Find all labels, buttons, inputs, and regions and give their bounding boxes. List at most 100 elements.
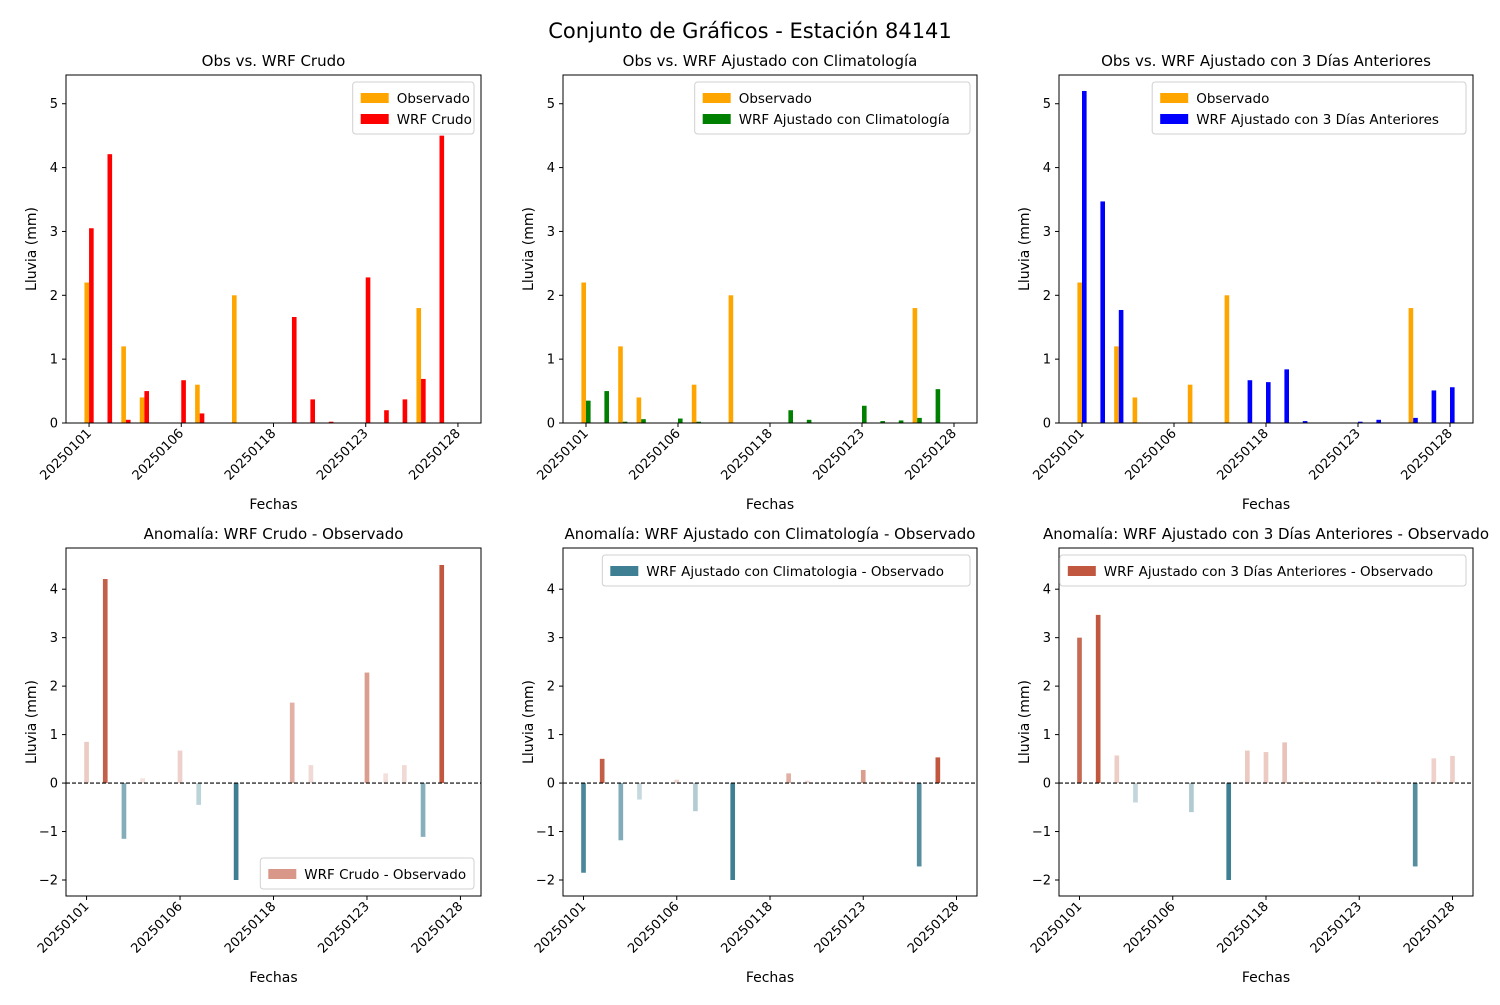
anomaly-bar	[693, 783, 698, 812]
bar-wrf	[1266, 382, 1271, 423]
legend-label: Observado	[397, 91, 470, 107]
y-tick-label: 3	[50, 631, 58, 646]
panel-3: Obs vs. WRF Ajustado con 3 Días Anterior…	[1017, 52, 1474, 513]
bar-wrf	[365, 277, 371, 423]
x-tick-label: 20250128	[406, 426, 463, 483]
x-tick-label: 20250101	[37, 426, 94, 483]
panel-title: Obs vs. WRF Ajustado con 3 Días Anterior…	[1101, 52, 1431, 70]
y-axis-label: Lluvia (mm)	[521, 680, 537, 764]
anomaly-bar	[383, 773, 388, 784]
bar-observado	[581, 282, 586, 423]
anomaly-bar	[1450, 755, 1455, 784]
y-tick-label: 1	[547, 728, 555, 743]
legend-swatch	[702, 93, 731, 103]
legend-swatch	[360, 93, 389, 103]
y-tick-label: 0	[1043, 417, 1051, 432]
x-tick-label: 20250106	[1122, 426, 1179, 483]
anomaly-bar	[1282, 742, 1287, 784]
bar-observado	[636, 397, 642, 423]
anomaly-bar	[804, 780, 810, 784]
y-tick-label: 5	[50, 97, 58, 112]
x-tick-label: 20250106	[1121, 899, 1178, 956]
anomaly-bar	[637, 783, 642, 800]
bar-observado	[618, 346, 623, 423]
bar-observado	[1077, 282, 1082, 423]
bar-observado	[1224, 295, 1230, 423]
anomaly-bar	[674, 779, 680, 784]
x-tick-label: 20250123	[315, 899, 372, 956]
legend-box	[601, 554, 971, 587]
bar-wrf	[1431, 390, 1437, 423]
plot-frame	[562, 547, 978, 897]
anomaly-bar	[1077, 637, 1082, 784]
x-tick-label: 20250128	[1401, 899, 1458, 956]
x-tick-label: 20250128	[1398, 426, 1455, 483]
legend-label: WRF Ajustado con 3 Días Anteriores - Obs…	[1104, 564, 1433, 580]
bar-wrf	[328, 421, 334, 423]
panel-title: Obs vs. WRF Crudo	[202, 52, 346, 70]
anomaly-bar	[84, 741, 89, 784]
legend: Observado WRF Ajustado con Climatología	[694, 81, 971, 135]
anomaly-bar	[121, 783, 127, 839]
x-tick-label: 20250106	[625, 899, 682, 956]
x-tick-label: 20250101	[532, 899, 589, 956]
bar-observado	[84, 282, 90, 423]
x-tick-label: 20250106	[626, 426, 683, 483]
y-tick-label: 2	[50, 289, 58, 304]
legend-box	[259, 857, 475, 890]
legend-swatch	[1160, 93, 1189, 103]
plot-frame	[65, 547, 482, 897]
y-tick-label: 3	[1043, 631, 1051, 646]
panel-title: Anomalía: WRF Crudo - Observado	[144, 525, 404, 543]
y-tick-label: −2	[1032, 874, 1051, 889]
y-tick-label: 0	[1043, 777, 1051, 792]
anomaly-bar	[1189, 783, 1194, 813]
anomaly-bar	[1226, 783, 1232, 881]
y-axis-label: Lluvia (mm)	[521, 207, 537, 291]
x-tick-label: 20250106	[130, 426, 187, 483]
anomaly-bar	[786, 773, 791, 784]
legend-swatch	[610, 566, 639, 576]
anomaly-bar	[308, 765, 314, 784]
anomaly-bar	[102, 579, 108, 784]
x-tick-label: 20250128	[409, 899, 466, 956]
anomaly-bar	[327, 782, 332, 784]
x-axis-label: Fechas	[746, 970, 794, 986]
plot-frame	[1058, 547, 1474, 897]
legend: Observado WRF Crudo	[352, 81, 475, 135]
x-tick-label: 20250123	[1308, 899, 1365, 956]
panel-2: Obs vs. WRF Ajustado con Climatología 0 1 2…	[521, 52, 978, 513]
y-tick-label: 4	[547, 161, 555, 176]
x-tick-label: 20250101	[534, 426, 591, 483]
bars	[1077, 614, 1455, 881]
bar-observado	[195, 384, 200, 423]
y-tick-label: 0	[50, 417, 58, 432]
y-tick-label: 1	[547, 353, 555, 368]
y-tick-label: 3	[547, 631, 555, 646]
bar-wrf	[1302, 421, 1308, 423]
x-tick-label: 20250123	[314, 426, 371, 483]
bar-wrf	[310, 399, 315, 423]
bar-observado	[912, 308, 918, 423]
panel-4: Anomalía: WRF Crudo - Observado −2 −1 0 1 2 3 4…	[24, 525, 482, 986]
y-tick-label: 1	[50, 728, 58, 743]
bar-observado	[1114, 346, 1119, 423]
y-tick-label: −2	[536, 874, 555, 889]
bar-wrf	[421, 378, 426, 423]
bar-wrf	[1284, 369, 1289, 423]
anomaly-bar	[898, 781, 903, 784]
bar-wrf	[880, 421, 885, 423]
x-tick-label: 20250123	[1306, 426, 1363, 483]
anomaly-bar	[730, 783, 736, 881]
anomaly-bar	[140, 778, 145, 784]
bar-wrf	[917, 417, 922, 423]
x-tick-label: 20250118	[718, 426, 775, 483]
y-tick-label: 0	[50, 777, 58, 792]
bar-wrf	[89, 228, 94, 423]
anomaly-bar	[1095, 614, 1101, 784]
y-tick-label: 3	[50, 225, 58, 240]
legend: WRF Ajustado con 3 Días Anteriores - Obs…	[1059, 554, 1467, 587]
anomaly-bar	[1300, 781, 1306, 784]
legend: WRF Crudo - Observado	[259, 857, 475, 890]
